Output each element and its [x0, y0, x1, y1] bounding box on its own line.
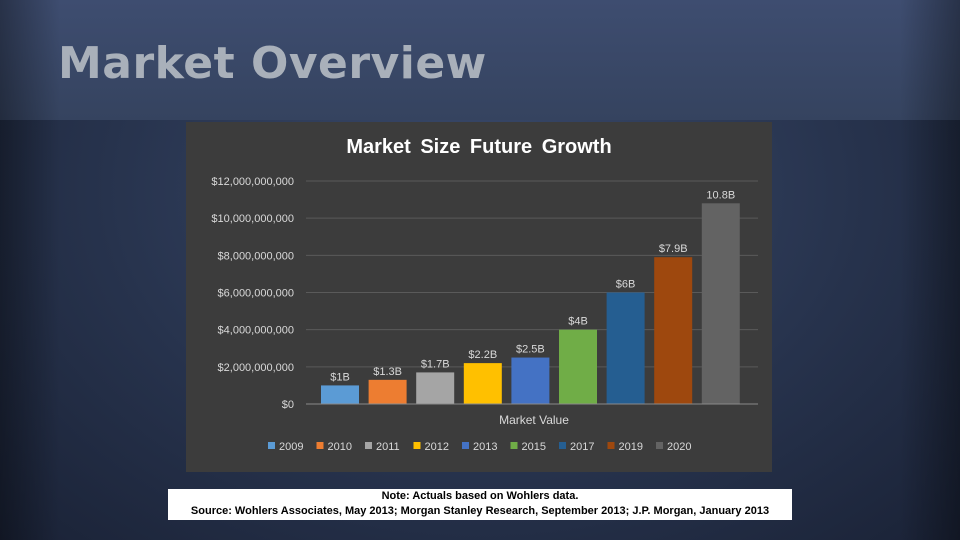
data-label-2012: $2.2B	[468, 349, 497, 361]
bar-2020	[701, 203, 740, 404]
legend: 2009 2010 2011 2012 2013 2015 2017 2019 2020	[268, 441, 691, 453]
bars	[321, 203, 740, 404]
data-label-2019: $7.9B	[659, 243, 688, 255]
legend-swatch-2011	[365, 442, 372, 449]
data-label-2015: $4B	[568, 316, 588, 328]
legend-label-2013: 2013	[473, 441, 497, 453]
bar-2017	[606, 292, 645, 404]
y-tick-label: $4,000,000,000	[218, 325, 294, 337]
bar-2012	[463, 363, 502, 404]
source-line: Source: Wohlers Associates, May 2013; Mo…	[190, 505, 770, 517]
legend-swatch-2010	[316, 442, 324, 449]
bar-2010	[368, 379, 407, 404]
curtain-left	[0, 0, 60, 540]
note-line: Note: Actuals based on Wohlers data.	[381, 490, 579, 502]
legend-label-2020: 2020	[667, 441, 691, 453]
legend-label-2011: 2011	[376, 441, 400, 453]
legend-label-2010: 2010	[328, 441, 352, 453]
chart-panel: Market Size Future Growth $0 $2,000,000,0…	[186, 122, 772, 472]
source-note: Note: Actuals based on Wohlers data. Sou…	[168, 489, 792, 520]
bar-2019	[654, 257, 693, 404]
legend-label-2015: 2015	[522, 441, 546, 453]
data-label-2010: $1.3B	[373, 366, 402, 378]
y-axis-tick-labels: $0 $2,000,000,000 $4,000,000,000 $6,000,000…	[211, 176, 294, 411]
y-tick-label: $2,000,000,000	[218, 362, 294, 374]
data-labels: $1B $1.3B $1.7B $2.2B $2.5B $4B $6B $7.9B 10.8B	[330, 189, 735, 383]
legend-swatch-2019	[607, 442, 615, 449]
bar-2009	[321, 385, 359, 404]
legend-swatch-2015	[510, 442, 518, 449]
legend-swatch-2012	[413, 442, 421, 449]
legend-label-2019: 2019	[619, 441, 643, 453]
y-tick-label: $10,000,000,000	[211, 213, 294, 225]
legend-swatch-2009	[268, 442, 275, 449]
header-band	[0, 0, 960, 120]
bar-2011	[416, 372, 455, 404]
y-tick-label: $12,000,000,000	[211, 176, 294, 188]
legend-label-2012: 2012	[425, 441, 449, 453]
data-label-2020: 10.8B	[706, 189, 735, 201]
legend-label-2017: 2017	[570, 441, 594, 453]
data-label-2017: $6B	[616, 279, 636, 291]
y-tick-label: $0	[282, 399, 294, 411]
data-label-2011: $1.7B	[421, 358, 450, 370]
data-label-2013: $2.5B	[516, 344, 545, 356]
data-label-2009: $1B	[330, 371, 350, 383]
y-tick-label: $6,000,000,000	[218, 288, 294, 300]
legend-swatch-2017	[559, 442, 566, 449]
y-tick-label: $8,000,000,000	[218, 250, 294, 262]
legend-label-2009: 2009	[279, 441, 303, 453]
bar-2013	[511, 357, 550, 404]
legend-swatch-2013	[462, 442, 469, 449]
bar-2015	[559, 329, 597, 404]
market-size-bar-chart: $0 $2,000,000,000 $4,000,000,000 $6,000,000…	[211, 176, 758, 453]
slide-title: Market Overview	[58, 38, 487, 89]
legend-swatch-2020	[656, 442, 663, 449]
curtain-right	[900, 0, 960, 540]
chart-title: Market Size Future Growth	[346, 136, 612, 158]
x-axis-label: Market Value	[499, 413, 569, 427]
